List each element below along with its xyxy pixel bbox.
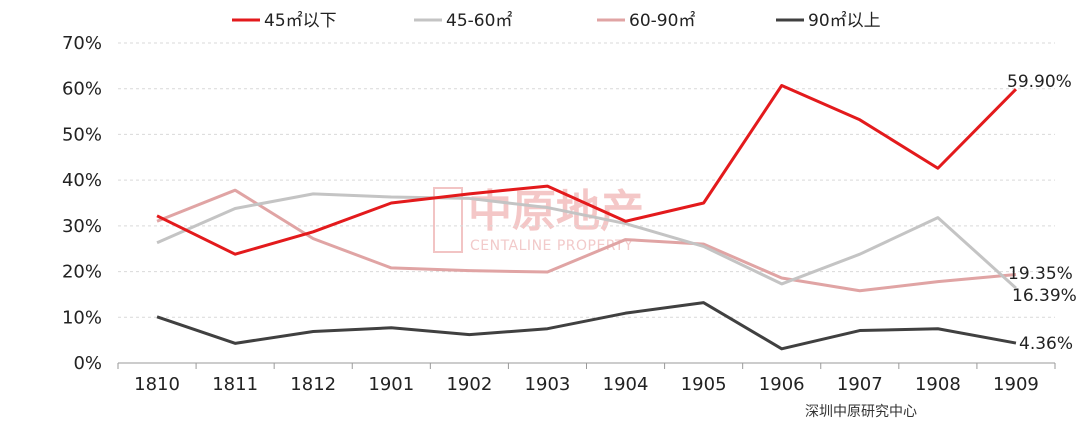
end-label-2: 19.35% <box>1008 264 1073 284</box>
watermark-cn: 中原地产 <box>468 186 644 237</box>
x-tick-label: 1907 <box>837 374 883 395</box>
watermark-en: CENTALINE PROPERTY <box>470 238 633 254</box>
x-tick-label: 1906 <box>759 374 805 395</box>
watermark: 中原地产 CENTALINE PROPERTY <box>433 186 644 254</box>
series-line-2 <box>156 188 1017 293</box>
x-tick-label: 1811 <box>212 374 258 395</box>
y-tick-label: 50% <box>62 124 102 145</box>
x-tick-label: 1810 <box>134 374 180 395</box>
y-tick-label: 60% <box>62 79 102 100</box>
series-lines <box>156 84 1018 351</box>
x-tick-label: 1905 <box>681 374 727 395</box>
end-label-3: 4.36% <box>1019 334 1073 354</box>
y-tick-label: 10% <box>62 307 102 328</box>
legend-label-1: 45-60㎡ <box>446 11 512 31</box>
x-tick-label: 1909 <box>993 374 1039 395</box>
x-tick-label: 1903 <box>525 374 571 395</box>
series-line-3 <box>156 301 1017 351</box>
y-axis: 0% 10% 20% 30% 40% 50% 60% 70% <box>62 33 102 374</box>
legend-label-0: 45㎡以下 <box>264 11 337 31</box>
y-tick-label: 0% <box>73 353 102 374</box>
series-line-1 <box>156 192 1017 290</box>
y-tick-label: 70% <box>62 33 102 54</box>
x-tick-label: 1908 <box>915 374 961 395</box>
x-tick-label: 1901 <box>368 374 414 395</box>
x-tick-label: 1902 <box>446 374 492 395</box>
y-tick-label: 30% <box>62 216 102 237</box>
x-axis: 1810 1811 1812 1901 1902 1903 1904 1905 1906 1907… <box>117 362 1056 395</box>
source-note: 深圳中原研究中心 <box>805 404 917 420</box>
x-tick-label: 1904 <box>603 374 649 395</box>
grid <box>118 42 1055 318</box>
legend-label-3: 90㎡以上 <box>808 11 881 31</box>
end-label-0: 59.90% <box>1007 72 1072 92</box>
watermark-seal <box>433 187 463 253</box>
legend-label-2: 60-90㎡ <box>629 11 695 31</box>
y-tick-label: 20% <box>62 262 102 283</box>
end-label-1: 16.39% <box>1012 286 1077 306</box>
x-tick-label: 1812 <box>290 374 336 395</box>
legend: 45㎡以下 45-60㎡ 60-90㎡ 90㎡以上 <box>232 11 881 31</box>
y-tick-label: 40% <box>62 170 102 191</box>
end-labels: 59.90% 16.39%19.35% 4.36% <box>1007 72 1077 354</box>
series-line-0 <box>156 84 1018 256</box>
